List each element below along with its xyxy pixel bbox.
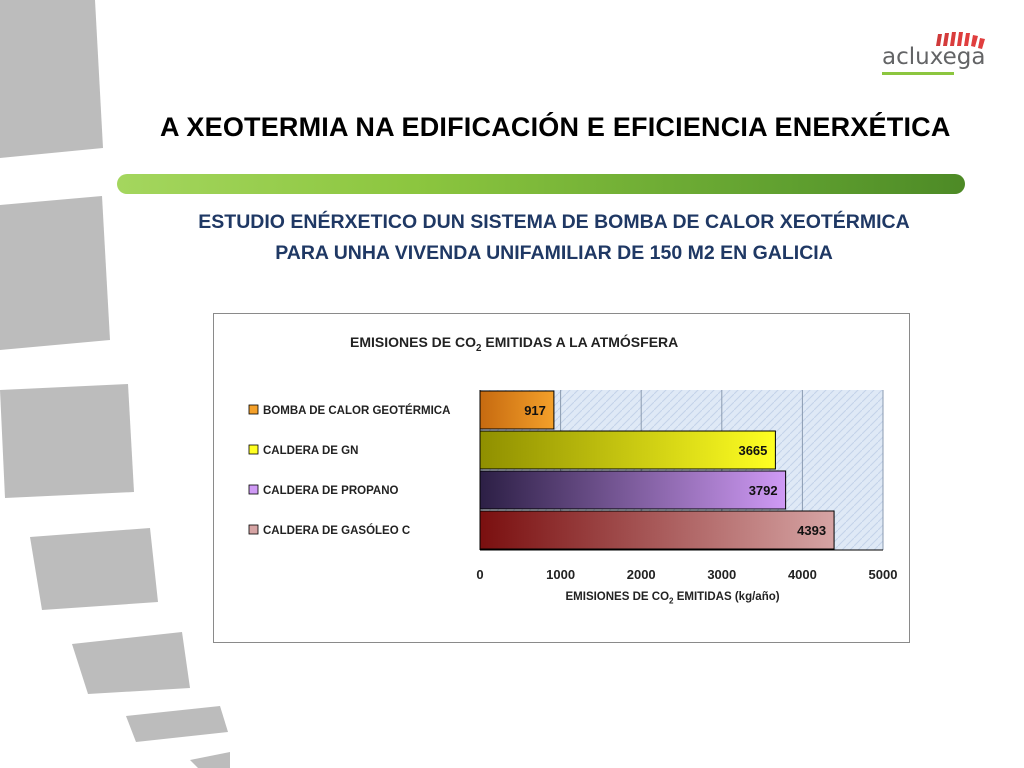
bar bbox=[479, 510, 835, 550]
x-tick-label: 5000 bbox=[869, 567, 898, 582]
page-title: A XEOTERMIA NA EDIFICACIÓN E EFICIENCIA … bbox=[160, 112, 951, 142]
logo-text: acluxega bbox=[882, 44, 986, 70]
bar-data-label: 3665 bbox=[738, 443, 767, 458]
bar-data-label: 3792 bbox=[749, 483, 778, 498]
legend-swatch bbox=[248, 444, 259, 455]
x-tick-label: 4000 bbox=[788, 567, 817, 582]
subtitle-line-2: PARA UNHA VIVENDA UNIFAMILIAR DE 150 M2 … bbox=[275, 242, 833, 264]
acluxega-logo bbox=[882, 32, 985, 75]
x-axis-title: EMISIONES DE CO2 EMITIDAS (kg/año) bbox=[566, 591, 780, 605]
page-subtitle: ESTUDIO ENÉRXETICO DUN SISTEMA DE BOMBA … bbox=[140, 207, 968, 269]
legend-swatch bbox=[248, 404, 259, 415]
x-tick-label: 0 bbox=[476, 567, 483, 582]
x-tick-label: 1000 bbox=[546, 567, 575, 582]
bar-data-label: 917 bbox=[524, 403, 546, 418]
x-tick-label: 3000 bbox=[707, 567, 736, 582]
title-divider-bar bbox=[117, 174, 965, 194]
chart-frame: EMISIONES DE CO2 EMITIDAS A LA ATMÓSFERA… bbox=[213, 313, 910, 643]
legend-label: CALDERA DE GN bbox=[263, 445, 358, 457]
legend-label: CALDERA DE GASÓLEO C bbox=[263, 524, 410, 537]
legend-swatch bbox=[248, 524, 259, 535]
legend-label: CALDERA DE PROPANO bbox=[263, 485, 399, 497]
decorative-gray-shapes bbox=[0, 0, 230, 768]
bar bbox=[479, 390, 555, 430]
bar bbox=[479, 470, 787, 510]
bar-data-label: 4393 bbox=[797, 523, 826, 538]
subtitle-line-1: ESTUDIO ENÉRXETICO DUN SISTEMA DE BOMBA … bbox=[198, 211, 910, 233]
bar bbox=[479, 430, 776, 470]
x-tick-label: 2000 bbox=[627, 567, 656, 582]
co2-emissions-chart: EMISIONES DE CO2 EMITIDAS A LA ATMÓSFERA… bbox=[248, 333, 898, 605]
chart-title: EMISIONES DE CO2 EMITIDAS A LA ATMÓSFERA bbox=[350, 333, 678, 354]
legend-label: BOMBA DE CALOR GEOTÉRMICA bbox=[263, 404, 450, 417]
legend-swatch bbox=[248, 484, 259, 495]
